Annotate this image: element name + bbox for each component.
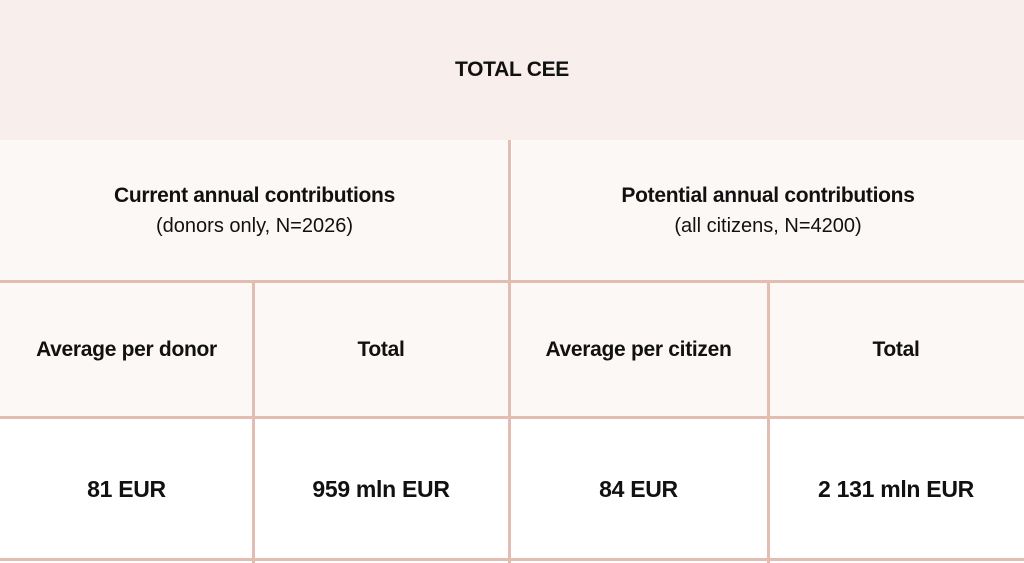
group-subtitle: (all citizens, N=4200): [674, 215, 862, 237]
value: 81 EUR: [87, 475, 166, 502]
table-title: TOTAL CEE: [455, 58, 569, 81]
value-cell: 2 131 mln EUR: [768, 418, 1024, 560]
value-cell: 959 mln EUR: [253, 418, 509, 560]
title-cell: TOTAL CEE: [0, 0, 1024, 140]
value: 84 EUR: [599, 475, 678, 502]
value: 959 mln EUR: [312, 475, 450, 502]
group-cell: Current annual contributions (donors onl…: [0, 140, 509, 282]
column-header-cell: Total: [768, 282, 1024, 418]
divider: [0, 280, 1024, 283]
column-header-cell: Average per citizen: [509, 282, 768, 418]
column-header-cell: Average per donor: [0, 282, 253, 418]
value-cell: 81 EUR: [0, 418, 253, 560]
column-header: Average per donor: [36, 338, 217, 361]
divider: [0, 558, 1024, 561]
column-header: Total: [872, 338, 920, 361]
column-header: Total: [357, 338, 405, 361]
column-header-cell: Total: [253, 282, 509, 418]
column-header: Average per citizen: [545, 338, 732, 361]
group-title: Current annual contributions: [114, 184, 395, 207]
divider: [252, 282, 255, 563]
divider: [767, 282, 770, 563]
value: 2 131 mln EUR: [818, 475, 974, 502]
value-cell: 84 EUR: [509, 418, 768, 560]
divider: [508, 140, 511, 563]
group-subtitle: (donors only, N=2026): [156, 215, 353, 237]
group-cell: Potential annual contributions (all citi…: [512, 140, 1024, 282]
group-title: Potential annual contributions: [621, 184, 915, 207]
divider: [0, 416, 1024, 419]
